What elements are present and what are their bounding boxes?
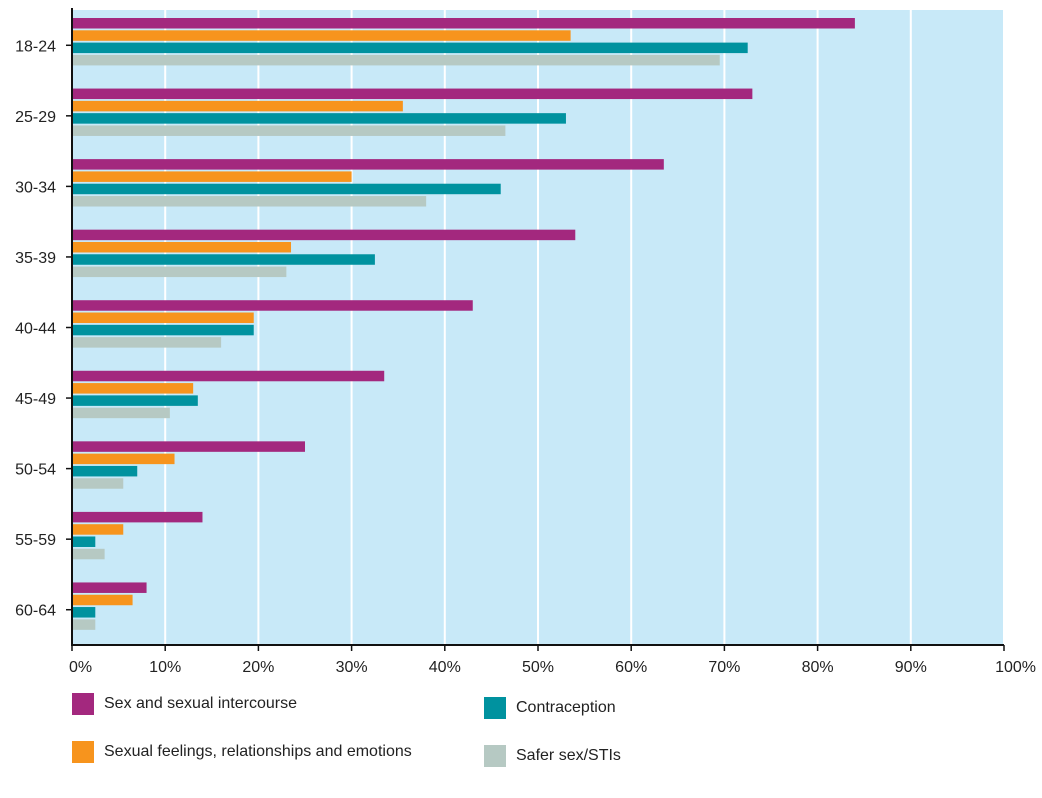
y-tick-label: 30-34 [15, 179, 56, 196]
bar [72, 619, 96, 630]
bar [72, 312, 254, 324]
bar-group [72, 18, 855, 66]
bar [72, 196, 427, 207]
y-tick-label: 55-59 [15, 532, 56, 549]
x-tick-label: 40% [429, 659, 461, 676]
bar [72, 18, 855, 29]
x-tick-label: 90% [895, 659, 927, 676]
bar [72, 370, 385, 382]
x-tick-label: 30% [336, 659, 368, 676]
bar [72, 254, 375, 265]
y-tick-label: 60-64 [15, 603, 56, 620]
bars [72, 18, 855, 630]
x-tick-label: 70% [708, 659, 740, 676]
bar [72, 266, 287, 278]
bar-group [72, 300, 473, 348]
y-tick-label: 18-24 [15, 38, 56, 55]
bar-group [72, 370, 385, 419]
bar [72, 441, 305, 452]
bar [72, 159, 664, 170]
x-tick-label: 10% [149, 659, 181, 676]
bar [72, 88, 753, 100]
bar [72, 30, 571, 41]
bar-group [72, 511, 203, 560]
bar [72, 478, 124, 489]
bar-group [72, 441, 305, 489]
y-tick-label: 25-29 [15, 109, 56, 126]
y-tick-labels: 18-24 25-29 30-34 35-39 40-44 45-49 50-54 55-59… [15, 38, 56, 619]
bar [72, 536, 96, 547]
bar [72, 453, 175, 465]
axes [66, 8, 1005, 651]
bar [72, 337, 222, 348]
bar [72, 465, 138, 477]
bar [72, 183, 501, 195]
bar [72, 395, 198, 406]
bar [72, 383, 194, 394]
bar [72, 407, 170, 419]
x-tick-label: 100% [995, 659, 1036, 676]
bar [72, 100, 403, 112]
bar [72, 171, 352, 182]
bar [72, 54, 720, 66]
bar [72, 594, 133, 606]
x-tick-label: 60% [615, 659, 647, 676]
bar [72, 511, 203, 523]
x-tick-label: 50% [522, 659, 554, 676]
y-tick-label: 50-54 [15, 462, 56, 479]
bar [72, 42, 748, 54]
y-tick-label: 40-44 [15, 321, 56, 338]
bar [72, 324, 254, 336]
bar-group [72, 88, 753, 136]
x-tick-label: 20% [242, 659, 274, 676]
bar-group [72, 229, 576, 278]
x-tick-label: 80% [802, 659, 834, 676]
bar [72, 300, 473, 311]
bar [72, 229, 576, 241]
bar [72, 125, 506, 136]
bar [72, 241, 292, 253]
bar-group [72, 582, 147, 630]
bar [72, 113, 566, 124]
x-tick-labels: 0% 10% 20% 30% 40% 50% 60% 70% 80% 90% 100% [69, 659, 1036, 676]
y-tick-label: 45-49 [15, 391, 56, 408]
bar [72, 524, 124, 535]
bar [72, 607, 96, 618]
bar-group [72, 159, 664, 207]
y-tick-label: 35-39 [15, 250, 56, 267]
x-tick-label: 0% [69, 659, 92, 676]
bar [72, 548, 105, 560]
bar [72, 582, 147, 593]
